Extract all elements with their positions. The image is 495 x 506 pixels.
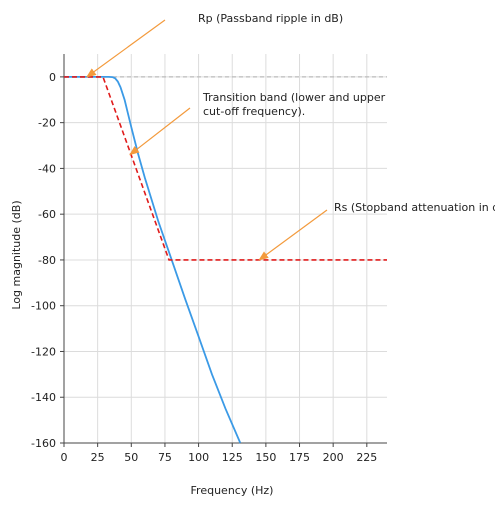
y-tick-label: -120 bbox=[31, 345, 56, 358]
annotation-arrow bbox=[86, 19, 166, 78]
transition-band-label-line-2: cut-off frequency). bbox=[203, 105, 305, 118]
x-tick-label: 225 bbox=[356, 451, 377, 464]
passband-ripple-label: Rp (Passband ripple in dB) bbox=[198, 12, 343, 25]
y-tick-label: -60 bbox=[38, 208, 56, 221]
x-tick-label: 75 bbox=[158, 451, 172, 464]
y-tick-label: -80 bbox=[38, 254, 56, 267]
y-tick-label: -100 bbox=[31, 300, 56, 313]
x-tick-label: 25 bbox=[91, 451, 105, 464]
annotation-arrow bbox=[258, 209, 328, 261]
transition-band-label: Transition band (lower and upper bbox=[202, 91, 386, 104]
x-tick-label: 100 bbox=[188, 451, 209, 464]
x-tick-label: 175 bbox=[289, 451, 310, 464]
y-tick-label: -20 bbox=[38, 117, 56, 130]
y-axis-title: Log magnitude (dB) bbox=[10, 200, 23, 309]
x-tick-label: 125 bbox=[222, 451, 243, 464]
y-tick-label: -140 bbox=[31, 391, 56, 404]
x-axis-title: Frequency (Hz) bbox=[191, 484, 274, 497]
magnitude-response-line bbox=[64, 76, 242, 444]
x-tick-label: 0 bbox=[61, 451, 68, 464]
x-tick-label: 200 bbox=[323, 451, 344, 464]
y-tick-label: -40 bbox=[38, 162, 56, 175]
series-layer bbox=[64, 76, 387, 444]
stopband-attenuation-label: Rs (Stopband attenuation in dB) bbox=[334, 201, 495, 214]
annotation-arrow bbox=[129, 107, 191, 156]
x-tick-label: 150 bbox=[255, 451, 276, 464]
x-tick-label: 50 bbox=[124, 451, 138, 464]
y-tick-label: 0 bbox=[49, 71, 56, 84]
annotation-layer: Rp (Passband ripple in dB) Transition ban… bbox=[86, 12, 495, 261]
y-tick-label: -160 bbox=[31, 437, 56, 450]
axis-layer: 0 25 50 75 100 125 150 175 200 225 0 -20 -40 -60 -80 -1… bbox=[31, 54, 387, 464]
ideal-spec-dashed-line bbox=[64, 76, 387, 261]
